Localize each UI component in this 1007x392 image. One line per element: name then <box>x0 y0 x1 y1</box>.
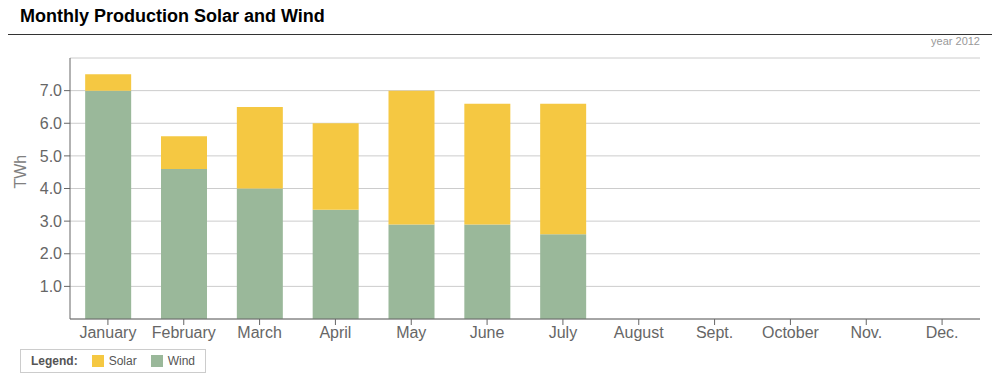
svg-text:April: April <box>319 324 351 341</box>
svg-text:1.0: 1.0 <box>40 278 62 295</box>
html-text:Solar: Solar <box>108 354 137 368</box>
svg-text:October: October <box>762 324 820 341</box>
svg-text:Sept.: Sept. <box>696 324 733 341</box>
svg-text:3.0: 3.0 <box>40 213 62 230</box>
svg-text:Nov.: Nov. <box>850 324 882 341</box>
svg-text:January: January <box>79 324 136 341</box>
svg-text:6.0: 6.0 <box>40 115 62 132</box>
svg-text:June: June <box>470 324 505 341</box>
svg-text:February: February <box>152 324 216 341</box>
svg-text:March: March <box>237 324 281 341</box>
html-text:Monthly Production Solar and W: Monthly Production Solar and Wind <box>20 6 325 26</box>
svg-text:4.0: 4.0 <box>40 180 62 197</box>
html-text:year 2012: year 2012 <box>931 35 980 47</box>
svg-text:TWh: TWh <box>12 155 29 189</box>
svg-text:7.0: 7.0 <box>40 82 62 99</box>
html-text:Wind: Wind <box>167 354 195 368</box>
svg-text:2.0: 2.0 <box>40 245 62 262</box>
svg-text:May: May <box>396 324 426 341</box>
svg-text:July: July <box>549 324 577 341</box>
svg-text:5.0: 5.0 <box>40 148 62 165</box>
svg-text:August: August <box>614 324 664 341</box>
svg-text:Dec.: Dec. <box>926 324 959 341</box>
html-text:Legend:: Legend: <box>31 354 78 368</box>
